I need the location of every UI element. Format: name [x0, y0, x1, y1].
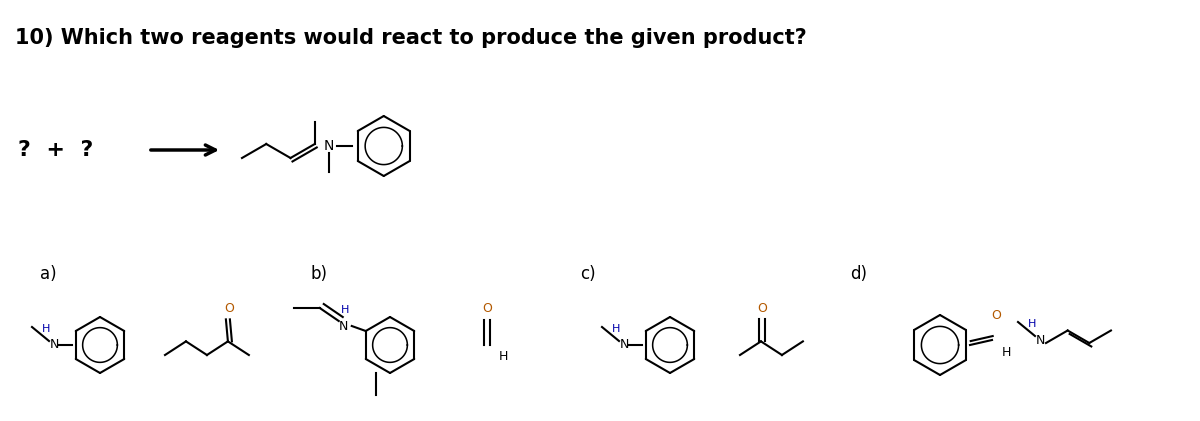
Text: H: H — [1028, 319, 1036, 329]
Text: H: H — [612, 324, 620, 334]
Text: a): a) — [40, 265, 56, 283]
Text: H: H — [341, 305, 349, 315]
Text: N: N — [340, 320, 348, 333]
Text: N: N — [49, 338, 59, 352]
Text: N: N — [619, 338, 629, 352]
Text: H: H — [1002, 346, 1012, 359]
Text: 10) Which two reagents would react to produce the given product?: 10) Which two reagents would react to pr… — [14, 28, 806, 48]
Text: O: O — [224, 302, 234, 315]
Text: H: H — [499, 349, 509, 362]
Text: b): b) — [310, 265, 326, 283]
Text: ?  +  ?: ? + ? — [18, 140, 94, 160]
Text: O: O — [991, 309, 1001, 322]
Text: O: O — [757, 302, 767, 315]
Text: c): c) — [580, 265, 595, 283]
Text: d): d) — [850, 265, 866, 283]
Text: N: N — [324, 139, 334, 153]
Text: H: H — [42, 324, 50, 334]
Text: N: N — [1036, 333, 1045, 346]
Text: O: O — [482, 302, 492, 315]
